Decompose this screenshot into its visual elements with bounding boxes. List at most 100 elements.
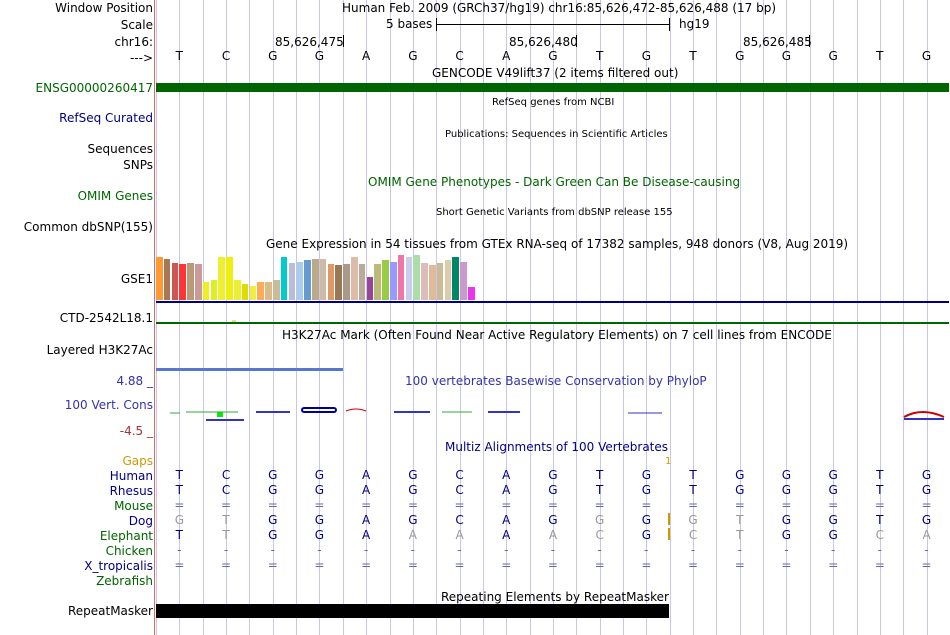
refseq-label[interactable]: RefSeq Curated xyxy=(59,111,153,125)
gtex-tissue-bar[interactable] xyxy=(210,280,218,300)
snps-label[interactable]: SNPs xyxy=(123,158,153,172)
gtex-tissue-bar[interactable] xyxy=(280,257,288,300)
gtex-tissue-bar[interactable] xyxy=(179,264,186,300)
gridline xyxy=(319,0,320,635)
reference-base: G xyxy=(735,49,745,63)
gtex-tissue-bar[interactable] xyxy=(312,259,319,300)
gtex-tissue-bar[interactable] xyxy=(257,282,264,300)
phylop-max-label: 4.88 _ xyxy=(116,374,153,388)
sequences-label[interactable]: Sequences xyxy=(87,142,153,156)
ctd-gene-label[interactable]: CTD-2542L18.1 xyxy=(59,311,153,325)
repeatmasker-label[interactable]: RepeatMasker xyxy=(67,604,153,618)
gtex-tissue-bar[interactable] xyxy=(218,257,225,300)
alignment-base: C xyxy=(875,528,885,542)
h3k27ac-track-title[interactable]: H3K27Ac Mark (Often Found Near Active Re… xyxy=(282,328,832,342)
gtex-tissue-bar[interactable] xyxy=(249,286,257,300)
refseq-track-title[interactable]: RefSeq genes from NCBI xyxy=(492,97,615,108)
gtex-tissue-bar[interactable] xyxy=(390,262,397,300)
alignment-base: A xyxy=(502,528,511,542)
omim-label[interactable]: OMIM Genes xyxy=(77,189,153,203)
gridline xyxy=(506,0,507,635)
gtex-tissue-bar[interactable] xyxy=(444,260,452,300)
species-label[interactable]: Rhesus xyxy=(109,484,153,498)
gtex-tissue-bar[interactable] xyxy=(343,264,350,300)
phylop-label[interactable]: 100 Vert. Cons xyxy=(64,398,153,412)
repeat-element[interactable] xyxy=(156,604,669,618)
gtex-tissue-bar[interactable] xyxy=(405,257,413,300)
phylop-track-title[interactable]: 100 vertebrates Basewise Conservation by… xyxy=(405,374,707,388)
species-label[interactable]: Zebrafish xyxy=(96,574,153,588)
alignment-base: T xyxy=(222,528,230,542)
gencode-track-title[interactable]: GENCODE V49lift37 (2 items filtered out) xyxy=(432,66,679,80)
alignment-base: G xyxy=(781,483,792,497)
omim-track-title[interactable]: OMIM Gene Phenotypes - Dark Green Can Be… xyxy=(368,175,741,189)
gtex-tissue-bar[interactable] xyxy=(187,263,194,300)
alignment-base: = xyxy=(314,498,325,512)
gtex-tissue-bar[interactable] xyxy=(241,284,249,300)
gtex-tissue-bar[interactable] xyxy=(171,263,179,300)
ctd-gene-line xyxy=(156,322,949,324)
gtex-tissue-bar[interactable] xyxy=(382,260,389,300)
species-label[interactable]: Dog xyxy=(128,514,153,528)
repeatmasker-track-title[interactable]: Repeating Elements by RepeatMasker xyxy=(441,590,669,604)
gaps-label[interactable]: Gaps xyxy=(122,454,153,468)
gtex-tissue-bar[interactable] xyxy=(421,263,428,300)
h3k27ac-label[interactable]: Layered H3K27Ac xyxy=(46,343,153,357)
alignment-base: T xyxy=(689,468,697,482)
gtex-tissue-bar[interactable] xyxy=(468,287,475,300)
gtex-tissue-bar[interactable] xyxy=(436,263,444,300)
gtex-tissue-bar[interactable] xyxy=(366,277,374,300)
phylop-signal xyxy=(170,407,945,421)
gtex-gene-label[interactable]: GSE1 xyxy=(120,272,153,286)
alignment-base: = xyxy=(361,498,372,512)
gtex-tissue-bar[interactable] xyxy=(429,265,436,300)
alignment-base: G xyxy=(735,468,745,482)
gtex-tissue-bar[interactable] xyxy=(335,265,342,300)
dbsnp-track-title[interactable]: Short Genetic Variants from dbSNP releas… xyxy=(436,207,673,218)
gencode-gene-label[interactable]: ENSG00000260417 xyxy=(35,81,153,95)
gtex-tissue-bar[interactable] xyxy=(273,280,280,300)
gtex-tissue-bar[interactable] xyxy=(163,259,171,300)
gtex-tissue-bar[interactable] xyxy=(226,257,233,300)
gtex-tissue-bar[interactable] xyxy=(234,280,241,300)
gtex-tissue-bar[interactable] xyxy=(351,257,358,300)
gridline xyxy=(927,0,928,635)
ruler-tick xyxy=(343,35,344,47)
species-label[interactable]: X_tropicalis xyxy=(84,559,153,573)
gtex-tissue-bar[interactable] xyxy=(358,264,366,300)
alignment-base: G xyxy=(781,468,792,482)
gridline xyxy=(786,0,787,635)
species-label[interactable]: Elephant xyxy=(99,529,153,543)
gtex-tissue-bar[interactable] xyxy=(397,255,405,300)
species-label[interactable]: Mouse xyxy=(114,499,153,513)
gtex-tissue-bar[interactable] xyxy=(319,259,327,300)
gtex-tissue-bar[interactable] xyxy=(156,257,163,300)
publications-track-title[interactable]: Publications: Sequences in Scientific Ar… xyxy=(445,129,668,140)
gencode-gene-feature[interactable] xyxy=(156,83,949,92)
gridline xyxy=(693,0,694,635)
gtex-tissue-bar[interactable] xyxy=(327,264,335,300)
alignment-base: T xyxy=(736,513,744,527)
alignment-base: - xyxy=(644,543,649,557)
reference-base: T xyxy=(595,49,604,63)
gtex-tissue-bar[interactable] xyxy=(413,255,420,300)
gtex-track-title[interactable]: Gene Expression in 54 tissues from GTEx … xyxy=(266,237,849,251)
gtex-tissue-bar[interactable] xyxy=(304,260,311,300)
gtex-tissue-bar[interactable] xyxy=(288,263,296,300)
species-label[interactable]: Chicken xyxy=(105,544,153,558)
multiz-track-title[interactable]: Multiz Alignments of 100 Vertebrates xyxy=(445,440,669,454)
gtex-tissue-bar[interactable] xyxy=(452,257,459,300)
alignment-base: G xyxy=(314,513,325,527)
alignment-base: = xyxy=(407,558,418,572)
species-label[interactable]: Human xyxy=(109,469,153,483)
dbsnp-label[interactable]: Common dbSNP(155) xyxy=(23,220,153,234)
position-title[interactable]: Human Feb. 2009 (GRCh37/hg19) chr16:85,6… xyxy=(342,1,777,15)
gtex-tissue-bar[interactable] xyxy=(296,262,303,300)
gtex-tissue-bar[interactable] xyxy=(374,264,381,300)
alignment-base: T xyxy=(876,483,884,497)
gtex-tissue-bar[interactable] xyxy=(265,282,272,300)
alignment-base: G xyxy=(408,483,418,497)
gtex-tissue-bar[interactable] xyxy=(460,262,467,300)
gtex-tissue-bar[interactable] xyxy=(195,264,202,300)
gtex-tissue-bar[interactable] xyxy=(202,282,210,300)
